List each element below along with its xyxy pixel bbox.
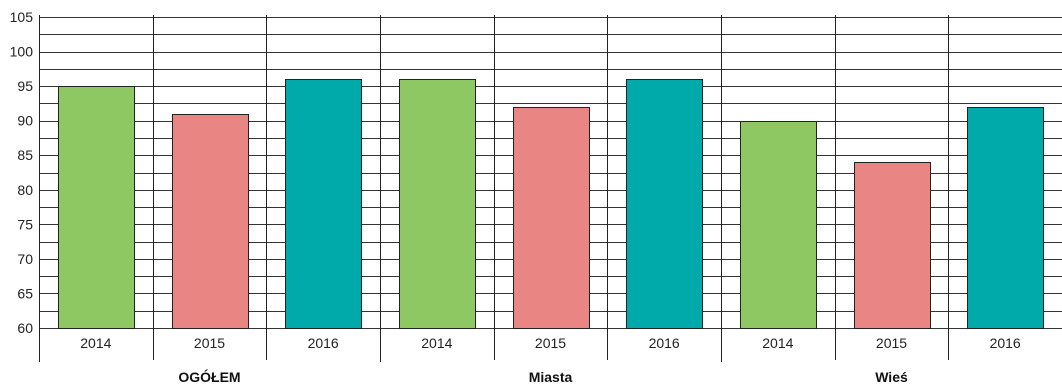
bar [285,79,362,329]
x-tick-label: 2016 [649,335,680,351]
group-label: Miasta [529,369,573,385]
x-tick-label: 2014 [421,335,452,351]
x-tick-label: 2015 [194,335,225,351]
y-tick-label: 85 [17,147,33,163]
x-tick-label: 2015 [876,335,907,351]
y-tick-label: 80 [17,182,33,198]
group-label: Wieś [875,369,908,385]
group-label: OGÓŁEM [178,368,240,385]
y-tick-label: 75 [17,216,33,232]
bar [58,86,135,329]
x-tick-label: 2014 [80,335,111,351]
bar [967,107,1044,329]
y-tick-label: 95 [17,78,33,94]
bar [854,162,931,329]
x-tick-label: 2015 [535,335,566,351]
y-tick-label: 105 [10,9,34,25]
x-tick-label: 2014 [762,335,793,351]
y-tick-label: 60 [17,320,33,336]
x-tick-label: 2016 [308,335,339,351]
x-tick-label: 2016 [990,335,1021,351]
bar [172,114,249,329]
bar [399,79,476,329]
y-tick-label: 70 [17,251,33,267]
bar [740,121,817,329]
y-tick-label: 90 [17,113,33,129]
bar [513,107,590,329]
bar [626,79,703,329]
y-tick-label: 65 [17,285,33,301]
y-tick-label: 100 [10,44,34,60]
